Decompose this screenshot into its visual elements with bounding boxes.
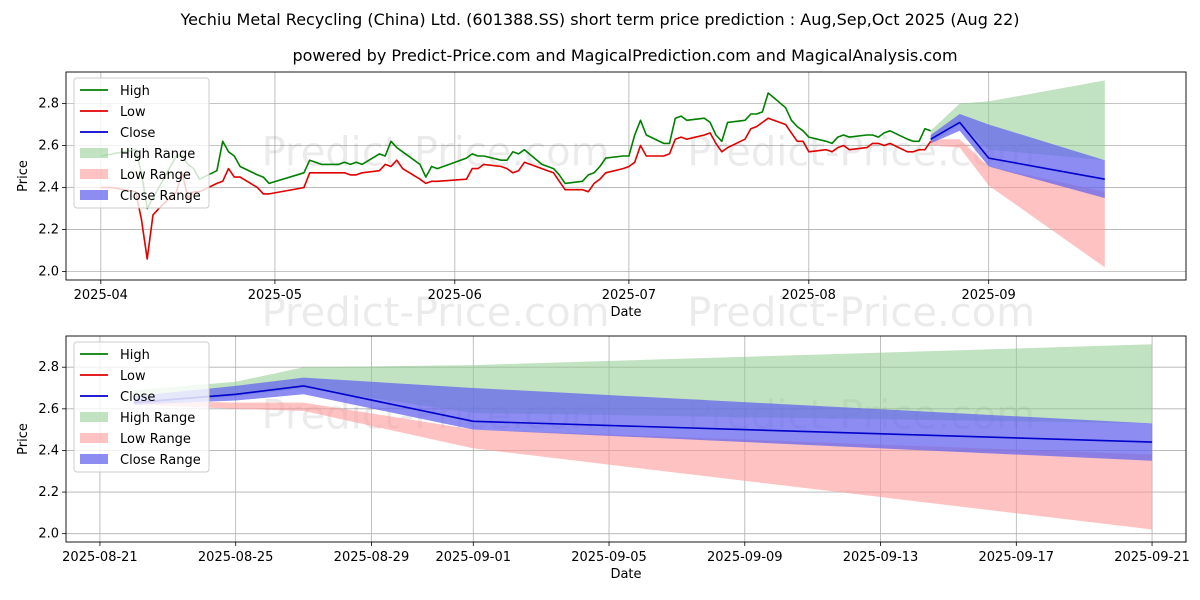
x-tick-label: 2025-09-01 [435, 550, 511, 565]
low-range-band [133, 400, 1153, 530]
x-tick-label: 2025-09-05 [571, 550, 647, 565]
watermark: Predict-Price.com [687, 290, 1035, 336]
close-series-line [930, 121, 1105, 180]
legend-label-low: Low [120, 369, 146, 384]
legend-swatch-close-range [80, 454, 108, 464]
x-tick-label: 2025-09-13 [843, 550, 919, 565]
low-range-band [930, 139, 1105, 268]
legend-swatch-high-range [80, 412, 108, 422]
x-tick-label: 2025-08-29 [334, 550, 410, 565]
y-axis-label: Price [16, 423, 31, 455]
legend-label-high-range: High Range [120, 147, 195, 162]
legend-swatch-low-range [80, 433, 108, 443]
x-tick-label: 2025-09-21 [1114, 550, 1190, 565]
x-tick-label: 2025-07 [602, 288, 656, 303]
y-tick-label: 2.8 [38, 360, 59, 375]
high-range-band [133, 344, 1153, 424]
close-range-band [133, 377, 1153, 461]
close-range-band [930, 114, 1105, 199]
legend-label-close-range: Close Range [120, 453, 201, 468]
legend-label-high: High [120, 84, 150, 99]
watermark: Predict-Price.com [262, 290, 610, 336]
legend-swatch-low-range [80, 169, 108, 179]
legend-label-close: Close [120, 390, 155, 405]
x-axis-label: Date [610, 305, 641, 320]
legend-label-high: High [120, 348, 150, 363]
axes-frame [65, 71, 1187, 281]
x-tick-label: 2025-09-17 [979, 550, 1055, 565]
legend-label-close: Close [120, 126, 155, 141]
legend-label-high-range: High Range [120, 411, 195, 426]
x-tick-label: 2025-08-25 [198, 550, 274, 565]
y-tick-label: 2.0 [38, 265, 59, 280]
legend: High Low Close High Range Low Range Close Ran… [73, 77, 210, 209]
y-tick-label: 2.6 [38, 139, 59, 154]
y-tick-label: 2.0 [38, 527, 59, 542]
plot-series [100, 80, 1105, 268]
y-tick-label: 2.8 [38, 97, 59, 112]
high-series-line [100, 92, 931, 210]
x-tick-label: 2025-04 [74, 288, 128, 303]
y-tick-label: 2.2 [38, 223, 59, 238]
chart-panel-2: 2.0 2.2 2.4 2.6 2.8 2025-08-21 2025-08-25 2025-… [16, 335, 1190, 582]
legend-label-low-range: Low Range [120, 432, 191, 447]
legend-label-low-range: Low Range [120, 168, 191, 183]
x-tick-label: 2025-08-21 [62, 550, 138, 565]
x-axis-label: Date [610, 567, 641, 582]
chart-subtitle: powered by Predict-Price.com and Magical… [292, 46, 957, 65]
x-tick-label: 2025-09 [962, 288, 1016, 303]
y-tick-label: 2.6 [38, 402, 59, 417]
y-axis-label: Price [16, 160, 31, 192]
legend-swatch-high-range [80, 148, 108, 158]
y-tick-label: 2.2 [38, 485, 59, 500]
chart-title: Yechiu Metal Recycling (China) Ltd. (601… [179, 10, 1019, 29]
x-tick-label: 2025-06 [428, 288, 482, 303]
axes-frame [65, 335, 1187, 543]
x-tick-label: 2025-09-09 [707, 550, 783, 565]
legend-label-low: Low [120, 105, 146, 120]
legend-swatch-close-range [80, 190, 108, 200]
low-series-line [100, 117, 932, 260]
legend-label-close-range: Close Range [120, 189, 201, 204]
high-range-band [930, 80, 1105, 161]
y-tick-label: 2.4 [38, 443, 59, 458]
legend: High Low Close High Range Low Range Close Ran… [73, 341, 210, 473]
x-tick-label: 2025-08 [782, 288, 836, 303]
x-tick-label: 2025-05 [248, 288, 302, 303]
y-tick-label: 2.4 [38, 181, 59, 196]
chart-panel-1: 2.0 2.2 2.4 2.6 2.8 2025-04 2025-05 2025-06 2025… [16, 71, 1187, 336]
